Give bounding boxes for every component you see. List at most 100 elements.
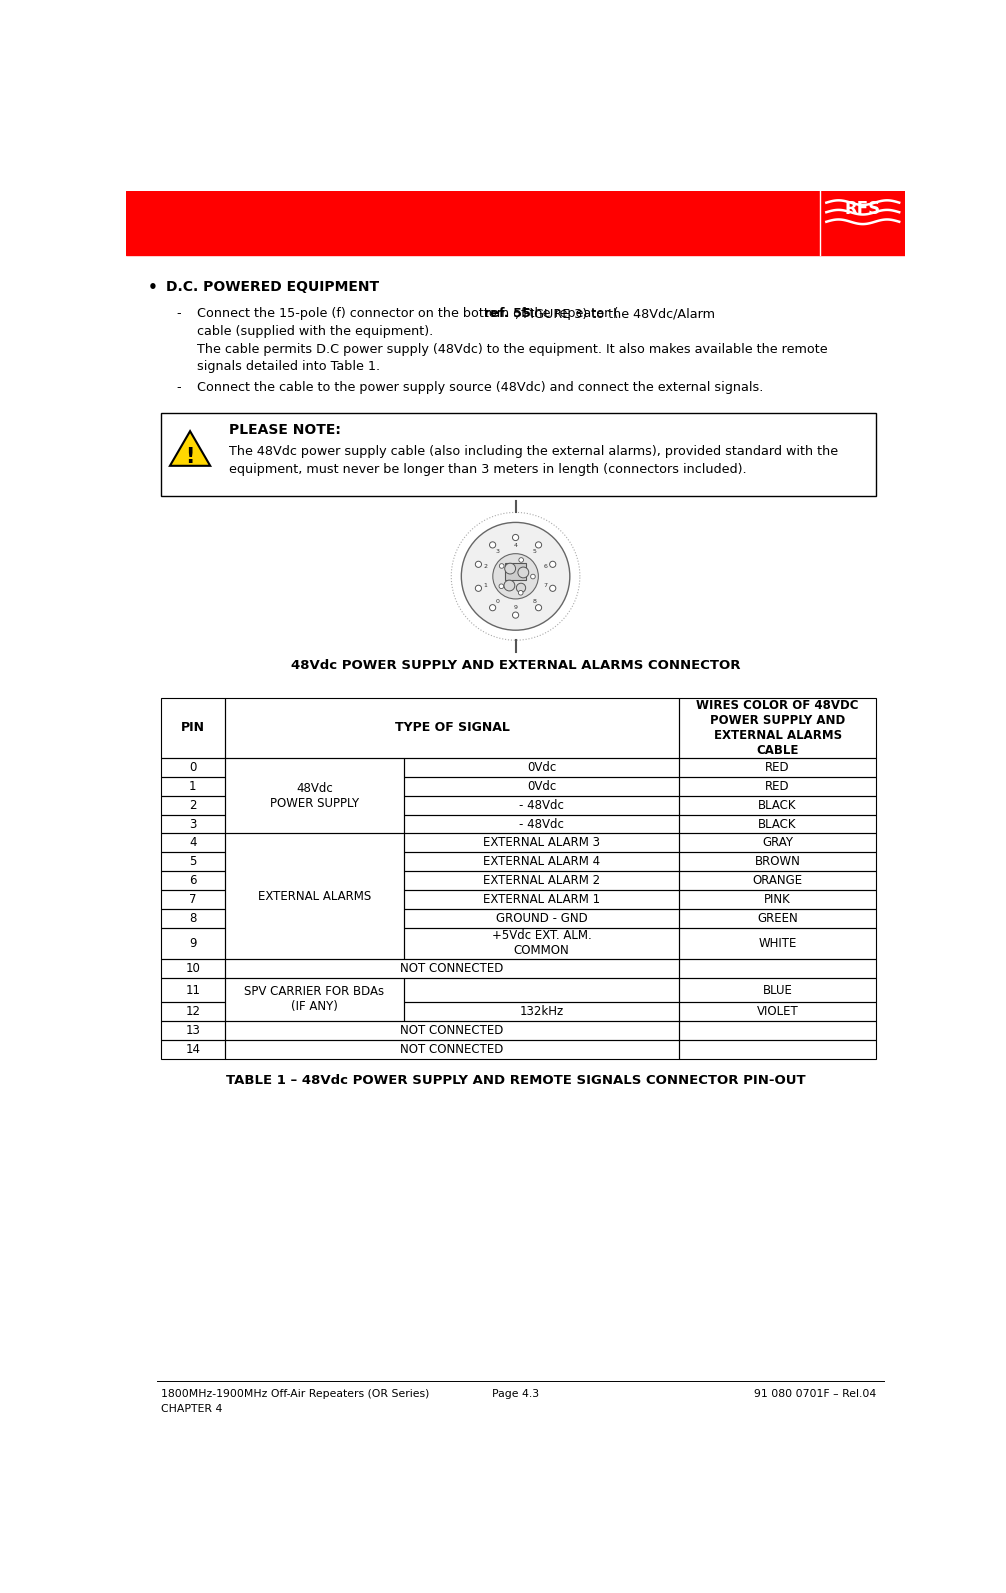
- Text: WIRES COLOR OF 48VDC
POWER SUPPLY AND
EXTERNAL ALARMS
CABLE: WIRES COLOR OF 48VDC POWER SUPPLY AND EX…: [696, 699, 859, 757]
- Bar: [679, 698, 876, 758]
- Bar: [679, 852, 876, 871]
- Text: 3: 3: [189, 817, 196, 830]
- Circle shape: [462, 523, 569, 631]
- Text: D.C. POWERED EQUIPMENT: D.C. POWERED EQUIPMENT: [166, 280, 379, 293]
- Text: signals detailed into Table 1.: signals detailed into Table 1.: [197, 360, 380, 373]
- Bar: [403, 927, 679, 959]
- Text: 2: 2: [189, 798, 196, 812]
- Circle shape: [490, 542, 496, 548]
- Text: - 48Vdc: - 48Vdc: [519, 817, 564, 830]
- Bar: [161, 777, 225, 796]
- Text: GROUND - GND: GROUND - GND: [496, 911, 588, 926]
- Text: EXTERNAL ALARM 4: EXTERNAL ALARM 4: [483, 855, 601, 868]
- Bar: [679, 927, 876, 959]
- Bar: [161, 758, 225, 777]
- Text: EXTERNAL ALARMS: EXTERNAL ALARMS: [258, 890, 371, 903]
- Text: EXTERNAL ALARM 1: EXTERNAL ALARM 1: [483, 894, 601, 906]
- Text: Connect the cable to the power supply source (48Vdc) and connect the external si: Connect the cable to the power supply so…: [197, 381, 764, 393]
- Text: Connect the 15-pole (f) connector on the bottom of the repeater (: Connect the 15-pole (f) connector on the…: [197, 307, 619, 320]
- Bar: [161, 796, 225, 814]
- Circle shape: [504, 580, 515, 591]
- Bar: [505, 564, 526, 580]
- Text: 132kHz: 132kHz: [519, 1005, 563, 1018]
- Circle shape: [549, 561, 556, 567]
- Bar: [679, 814, 876, 833]
- Text: 6: 6: [543, 564, 547, 569]
- Text: 8: 8: [189, 911, 196, 926]
- Text: CHAPTER 4: CHAPTER 4: [161, 1403, 222, 1415]
- Text: 9: 9: [189, 937, 196, 949]
- Bar: [679, 978, 876, 1002]
- Text: BROWN: BROWN: [754, 855, 801, 868]
- Text: 12: 12: [185, 1005, 200, 1018]
- Bar: [161, 852, 225, 871]
- Circle shape: [505, 564, 515, 573]
- Circle shape: [512, 612, 519, 618]
- Text: BLUE: BLUE: [763, 983, 793, 997]
- Bar: [161, 871, 225, 890]
- Bar: [225, 959, 679, 978]
- Bar: [161, 833, 225, 852]
- Bar: [403, 758, 679, 777]
- Text: BLACK: BLACK: [759, 817, 797, 830]
- Text: 4: 4: [514, 543, 517, 548]
- Text: , FIGURE 3) to the 48Vdc/Alarm: , FIGURE 3) to the 48Vdc/Alarm: [515, 307, 715, 320]
- Bar: [161, 1021, 225, 1040]
- Text: 6: 6: [189, 875, 196, 887]
- Bar: [126, 191, 905, 255]
- Circle shape: [493, 554, 538, 599]
- Text: 14: 14: [185, 1043, 200, 1056]
- Bar: [161, 978, 225, 1002]
- Text: 2: 2: [484, 564, 488, 569]
- Text: 48Vdc POWER SUPPLY AND EXTERNAL ALARMS CONNECTOR: 48Vdc POWER SUPPLY AND EXTERNAL ALARMS C…: [291, 660, 740, 672]
- Text: WHITE: WHITE: [759, 937, 797, 949]
- Text: GREEN: GREEN: [758, 911, 798, 926]
- Text: 4: 4: [189, 836, 196, 849]
- Text: 8: 8: [532, 599, 536, 604]
- Text: +5Vdc EXT. ALM.
COMMON: +5Vdc EXT. ALM. COMMON: [492, 929, 592, 957]
- Bar: [679, 910, 876, 927]
- Text: 7: 7: [543, 583, 547, 588]
- Polygon shape: [170, 432, 210, 465]
- Circle shape: [518, 567, 529, 578]
- Bar: [225, 1021, 679, 1040]
- Bar: [679, 758, 876, 777]
- Bar: [403, 871, 679, 890]
- Text: 5: 5: [532, 548, 536, 553]
- Bar: [403, 814, 679, 833]
- Circle shape: [518, 591, 523, 596]
- Bar: [679, 777, 876, 796]
- Circle shape: [535, 605, 541, 610]
- Text: EXTERNAL ALARM 2: EXTERNAL ALARM 2: [483, 875, 601, 887]
- Text: GRAY: GRAY: [763, 836, 793, 849]
- Text: 91 080 0701F – Rel.04: 91 080 0701F – Rel.04: [753, 1389, 876, 1399]
- Circle shape: [490, 605, 496, 610]
- Bar: [679, 1021, 876, 1040]
- Circle shape: [516, 583, 526, 593]
- Text: 1: 1: [484, 583, 488, 588]
- Text: •: •: [148, 280, 157, 295]
- Text: EXTERNAL ALARM 3: EXTERNAL ALARM 3: [483, 836, 600, 849]
- Text: SPV CARRIER FOR BDAs
(IF ANY): SPV CARRIER FOR BDAs (IF ANY): [244, 986, 384, 1013]
- Text: 11: 11: [185, 983, 200, 997]
- Bar: [403, 1002, 679, 1021]
- Text: ORANGE: ORANGE: [752, 875, 803, 887]
- Text: equipment, must never be longer than 3 meters in length (connectors included).: equipment, must never be longer than 3 m…: [228, 462, 746, 476]
- Bar: [679, 796, 876, 814]
- Text: NOT CONNECTED: NOT CONNECTED: [400, 962, 504, 975]
- Text: PINK: PINK: [765, 894, 791, 906]
- Text: 13: 13: [185, 1024, 200, 1037]
- Text: -: -: [176, 381, 181, 393]
- Text: cable (supplied with the equipment).: cable (supplied with the equipment).: [197, 325, 434, 338]
- Bar: [403, 890, 679, 910]
- Bar: [161, 1002, 225, 1021]
- Bar: [679, 833, 876, 852]
- Circle shape: [530, 573, 535, 578]
- Bar: [403, 910, 679, 927]
- Text: Page 4.3: Page 4.3: [492, 1389, 539, 1399]
- Text: The 48Vdc power supply cable (also including the external alarms), provided stan: The 48Vdc power supply cable (also inclu…: [228, 444, 838, 459]
- Text: 0Vdc: 0Vdc: [527, 761, 556, 774]
- Text: 10: 10: [185, 962, 200, 975]
- Text: RED: RED: [766, 781, 790, 793]
- Bar: [161, 890, 225, 910]
